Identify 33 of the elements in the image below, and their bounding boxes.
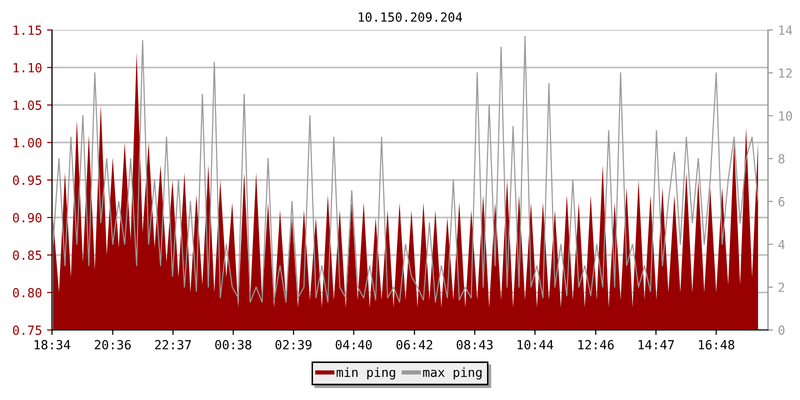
x-tick-label: 04:40: [336, 340, 372, 350]
line-series: [52, 36, 759, 303]
y-tick-label: 1.05: [14, 100, 42, 110]
y-tick-label: 1.15: [14, 26, 42, 35]
legend-label: min ping: [336, 367, 396, 380]
y2-tick-label: 0: [778, 326, 784, 335]
x-tick-label: 20:36: [94, 340, 131, 350]
x-tick-label: 10:44: [518, 340, 554, 350]
x-tick-label: 18:34: [34, 340, 70, 350]
y2-tick-label: 10: [779, 111, 792, 121]
y2-tick-label: 2: [778, 282, 784, 292]
x-tick-label: 00:38: [215, 340, 252, 350]
x-tick-label: 06:42: [396, 340, 432, 350]
y-tick-label: 0.90: [12, 213, 42, 222]
x-tick-label: 14:47: [638, 340, 674, 350]
y-tick-label: 0.80: [12, 288, 42, 298]
y-tick-label: 0.85: [12, 250, 42, 260]
y2-tick-label: 6: [778, 196, 784, 206]
y2-tick-label: 12: [779, 68, 792, 78]
x-tick-label: 16:48: [698, 340, 734, 350]
legend-label: max ping: [423, 367, 482, 380]
x-tick-label: 12:46: [578, 340, 614, 350]
x-tick-label: 22:37: [155, 340, 191, 350]
y2-tick-label: 14: [779, 26, 792, 35]
y-tick-label: 0.75: [12, 326, 42, 335]
y-tick-label: 1.10: [14, 63, 42, 72]
chart-title: 10.150.209.204: [358, 12, 462, 22]
y2-tick-label: 8: [778, 154, 784, 164]
x-tick-label: 02:39: [275, 340, 312, 350]
y-tick-label: 0.95: [12, 176, 42, 185]
x-tick-label: 08:43: [456, 340, 493, 350]
y2-tick-label: 4: [778, 240, 785, 250]
y-tick-label: 1.00: [14, 138, 42, 148]
